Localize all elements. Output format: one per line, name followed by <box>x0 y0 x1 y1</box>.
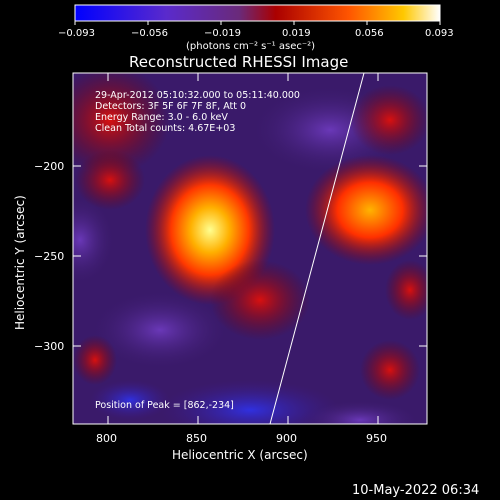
y-tick-label: −300 <box>34 340 64 353</box>
colorbar-tick-label: −0.056 <box>131 28 168 39</box>
colorbar-tick-label: 0.056 <box>355 28 384 39</box>
colorbar-tick-label: 0.019 <box>282 28 311 39</box>
x-tick-label: 950 <box>366 432 387 445</box>
colorbar <box>75 5 440 21</box>
info-time-range: 29-Apr-2012 05:10:32.000 to 05:11:40.000 <box>95 90 300 101</box>
colorbar-tick-label: −0.019 <box>204 28 241 39</box>
x-tick-label: 800 <box>96 432 117 445</box>
y-tick-label: −200 <box>34 160 64 173</box>
x-tick-label: 850 <box>186 432 207 445</box>
plot-title: Reconstructed RHESSI Image <box>129 53 348 71</box>
peak-position-label: Position of Peak = [862,-234] <box>95 400 234 411</box>
y-tick-label: −250 <box>34 250 64 263</box>
info-energy-range: Energy Range: 3.0 - 6.0 keV <box>95 112 228 123</box>
info-detectors: Detectors: 3F 5F 6F 7F 8F, Att 0 <box>95 101 246 112</box>
x-axis-label: Heliocentric X (arcsec) <box>172 448 308 462</box>
info-clean-counts: Clean Total counts: 4.67E+03 <box>95 123 235 134</box>
colorbar-tick-label: 0.093 <box>425 28 454 39</box>
footer-date: 10-May-2022 06:34 <box>352 483 479 498</box>
x-tick-label: 900 <box>276 432 297 445</box>
colorbar-units: (photons cm⁻² s⁻¹ asec⁻²) <box>186 41 315 52</box>
colorbar-tick-label: −0.093 <box>58 28 95 39</box>
y-axis-label: Heliocentric Y (arcsec) <box>13 195 27 330</box>
colorbar-ticks <box>75 21 440 25</box>
